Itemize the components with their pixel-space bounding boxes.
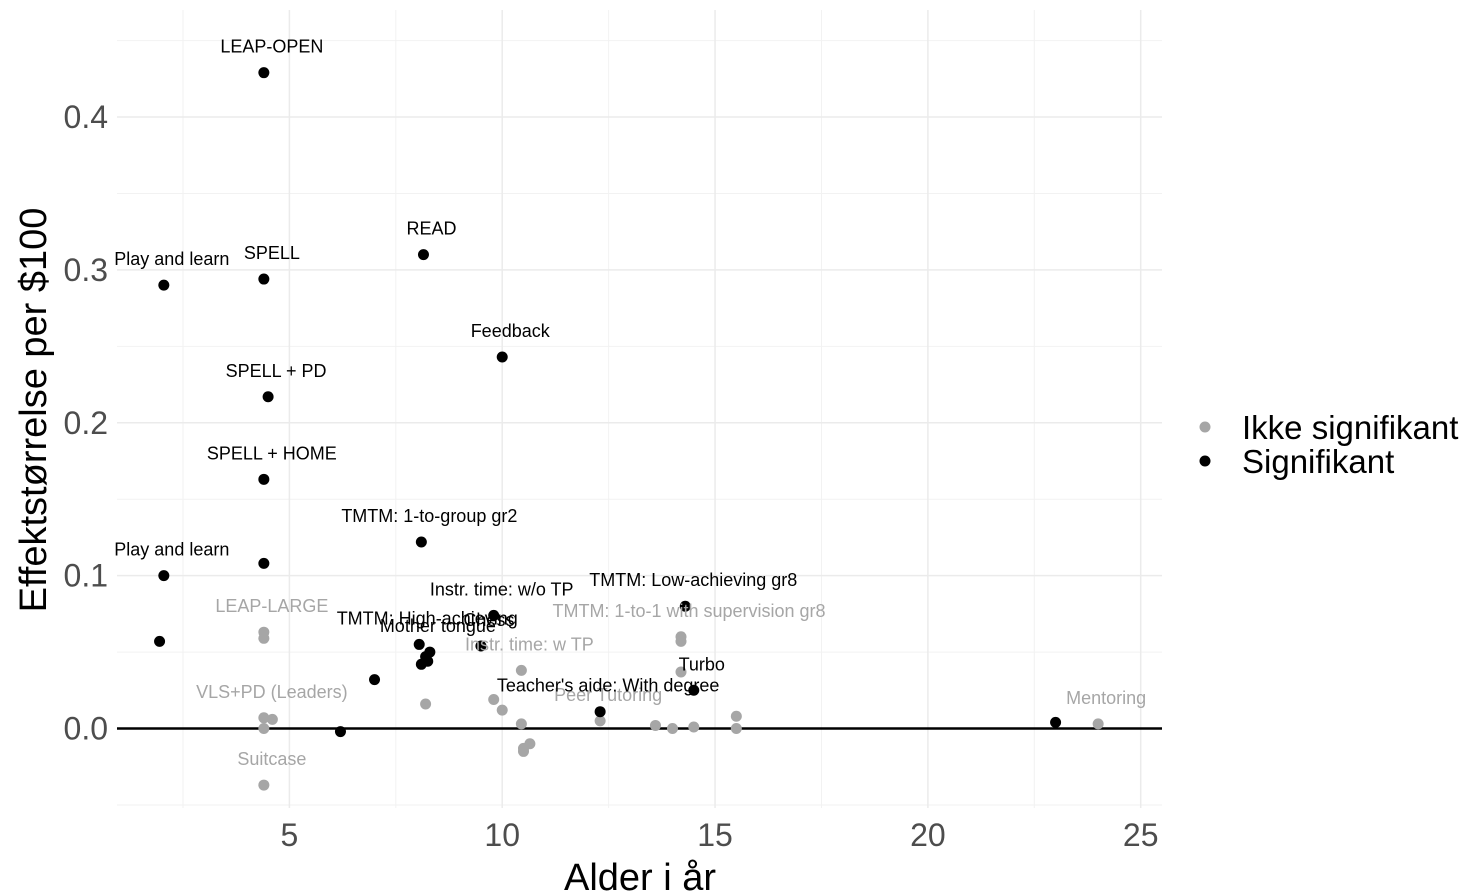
data-point: [488, 609, 500, 621]
data-point: [420, 698, 432, 710]
point-label: LEAP-LARGE: [215, 596, 328, 616]
data-point: [496, 351, 508, 363]
point-label: Mother tongue: [380, 616, 496, 636]
data-point: [158, 279, 170, 291]
data-point: [496, 704, 508, 716]
data-point: [258, 67, 270, 79]
point-label: Peer Tutoring: [554, 685, 662, 705]
point-label: TMTM: 1-to-group gr2: [341, 506, 517, 526]
data-point: [688, 721, 700, 733]
point-label: TMTM: 1-to-1 with supervision gr8: [552, 601, 825, 621]
data-point: [730, 723, 742, 735]
point-label: Mentoring: [1066, 688, 1146, 708]
point-label: Turbo: [679, 654, 725, 674]
data-point: [675, 635, 687, 647]
y-axis-title: Effektstørrelse per $100: [13, 208, 55, 613]
point-label: READ: [406, 219, 456, 239]
legend-label: Ikke signifikant: [1242, 409, 1458, 446]
data-point: [1050, 716, 1062, 728]
point-label: SPELL + PD: [226, 361, 327, 381]
data-point: [262, 391, 274, 403]
data-point: [258, 273, 270, 285]
y-tick-label: 0.4: [64, 99, 108, 135]
series-signifikant: [154, 67, 1062, 738]
y-tick-label: 0.3: [64, 252, 108, 288]
data-point: [730, 710, 742, 722]
data-point: [266, 713, 278, 725]
legend-key: [1199, 421, 1211, 433]
point-label: Teacher's aide: With degree: [497, 676, 720, 696]
point-label: TMTM: Low-achieving gr8: [589, 570, 797, 590]
series-ikke-signifikant: [258, 626, 1104, 791]
x-tick-label: 5: [280, 817, 298, 853]
data-point: [258, 473, 270, 485]
legend-label: Signifikant: [1242, 443, 1394, 480]
y-tick-label: 0.1: [64, 558, 108, 594]
data-point: [413, 638, 425, 650]
point-label: SPELL: [244, 243, 300, 263]
x-tick-label: 15: [697, 817, 733, 853]
data-point: [594, 715, 606, 727]
point-label: Play and learn: [114, 249, 229, 269]
y-tick-label: 0.0: [64, 711, 108, 747]
point-label: VLS+PD (Leaders): [196, 682, 348, 702]
point-label: TMTM: High-achieving: [337, 608, 518, 628]
point-label: Instr. time: w TP: [465, 634, 594, 654]
data-point: [258, 632, 270, 644]
data-point: [688, 684, 700, 696]
data-point: [415, 658, 427, 670]
data-point: [594, 706, 606, 718]
data-point: [258, 712, 270, 724]
x-axis-ticks: 5 10 15 20 25: [280, 817, 1158, 853]
data-point: [1092, 718, 1104, 730]
data-point: [334, 726, 346, 738]
point-label: SPELL + HOME: [207, 443, 337, 463]
point-label: Feedback: [471, 321, 551, 341]
data-point: [475, 640, 487, 652]
data-point: [258, 557, 270, 569]
data-point: [258, 779, 270, 791]
y-tick-label: 0.2: [64, 405, 108, 441]
data-point: [158, 570, 170, 582]
point-label: Suitcase: [237, 749, 306, 769]
data-point: [258, 723, 270, 735]
point-labels: LEAP-LARGE TMTM: 1-to-1 with supervision …: [114, 37, 1146, 769]
point-label: Instr. time: w/o TP: [430, 579, 574, 599]
y-axis-ticks: 0.0 0.1 0.2 0.3 0.4: [64, 99, 108, 746]
x-axis-title: Alder i år: [564, 857, 716, 894]
data-point: [515, 718, 527, 730]
data-point: [679, 600, 691, 612]
point-label: Play and learn: [114, 540, 229, 560]
data-point: [515, 664, 527, 676]
data-point: [666, 723, 678, 735]
x-tick-label: 25: [1123, 817, 1159, 853]
data-point: [488, 693, 500, 705]
data-point: [417, 249, 429, 261]
data-point: [154, 635, 166, 647]
x-tick-label: 10: [484, 817, 520, 853]
data-point: [675, 666, 687, 678]
data-point: [369, 674, 381, 686]
data-point: [518, 745, 530, 757]
data-point: [415, 536, 427, 548]
legend-key: [1199, 455, 1211, 467]
point-label: Chess: [463, 610, 514, 630]
point-label: LEAP-OPEN: [220, 37, 323, 57]
x-tick-label: 20: [910, 817, 946, 853]
grid-minor: [117, 10, 1162, 808]
data-point: [649, 719, 661, 731]
